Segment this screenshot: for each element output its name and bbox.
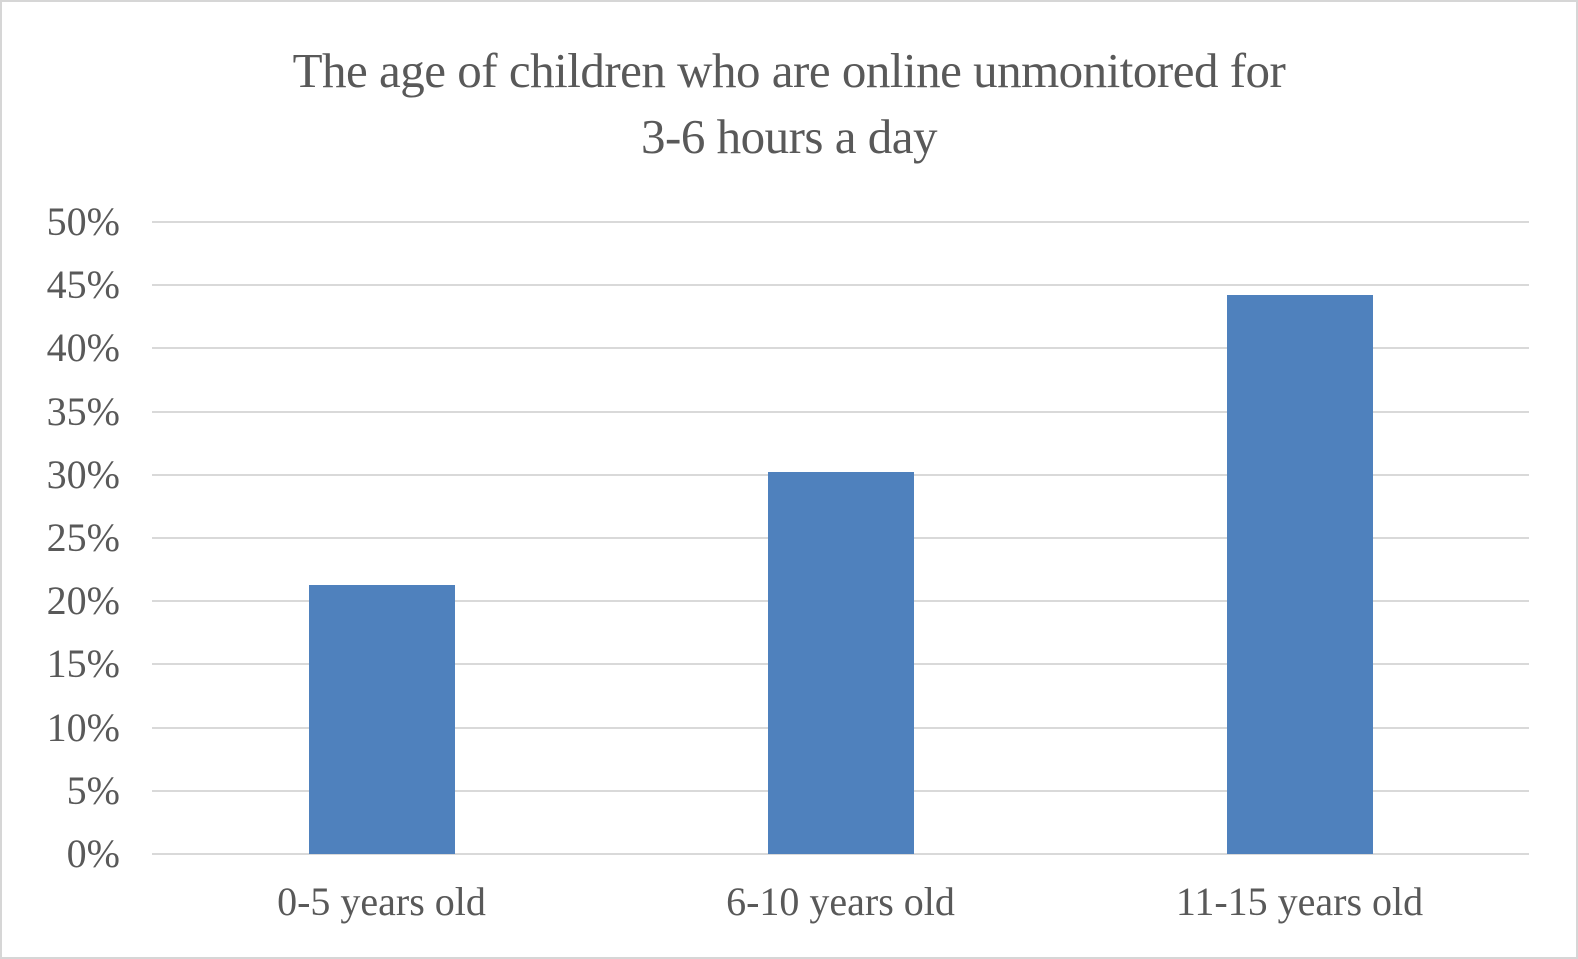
x-category-label-2: 6-10 years old (726, 879, 955, 924)
x-category-label-3: 11-15 years old (1175, 879, 1424, 924)
y-tick-label-0: 0% (66, 831, 120, 876)
chart-title: The age of children who are online unmon… (2, 38, 1576, 170)
chart-title-line-1: The age of children who are online unmon… (292, 43, 1286, 98)
y-tick-label-50: 50% (46, 199, 120, 244)
x-category-label-1: 0-5 years old (277, 879, 486, 924)
y-tick-label-10: 10% (46, 704, 120, 750)
gridline-0 (152, 853, 1529, 855)
bar-11-15-years-old (1226, 295, 1373, 854)
y-tick-label-20: 20% (46, 578, 120, 624)
y-tick-label-15: 15% (46, 641, 120, 687)
gridline-45 (152, 284, 1529, 287)
chart-title-line-2: 3-6 hours a day (641, 109, 937, 164)
y-tick-label-45: 45% (46, 262, 120, 308)
y-tick-label-5: 5% (66, 767, 120, 813)
y-tick-label-35: 35% (46, 388, 120, 434)
bar-6-10-years-old (767, 472, 914, 854)
bar-0-5-years-old (308, 584, 455, 854)
gridline-40 (152, 347, 1529, 350)
y-tick-label-30: 30% (46, 451, 120, 497)
y-tick-label-25: 25% (46, 515, 120, 560)
gridline-50 (152, 221, 1529, 223)
gridline-35 (152, 410, 1529, 413)
y-tick-label-40: 40% (46, 325, 120, 371)
